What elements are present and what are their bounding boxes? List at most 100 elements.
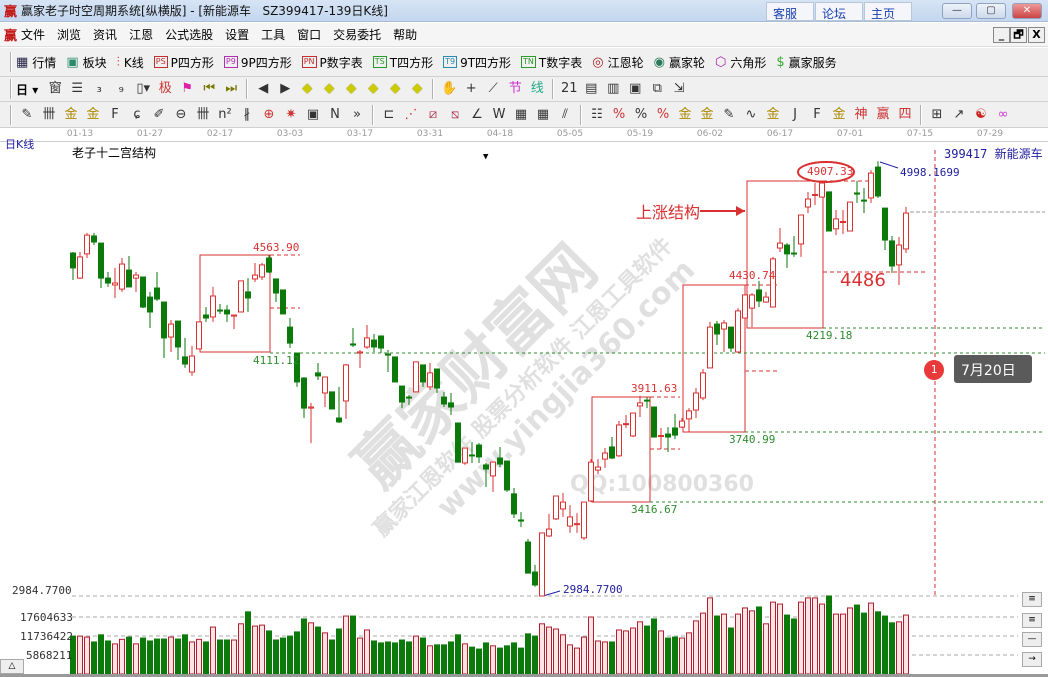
- wave-icon[interactable]: ∿: [745, 106, 757, 122]
- f-grid-icon[interactable]: F: [111, 106, 119, 122]
- pencil-icon[interactable]: ✎: [21, 106, 33, 122]
- collapse-panel-button[interactable]: △: [0, 659, 24, 674]
- toolbar-item-0[interactable]: ▦ 行情: [16, 54, 56, 71]
- network-icon[interactable]: ⧉: [652, 81, 662, 96]
- diamond-vertical-icon[interactable]: ◆: [412, 81, 423, 96]
- chart-9-icon[interactable]: ₉: [118, 81, 124, 96]
- rect-tool-icon[interactable]: ⊏: [383, 106, 395, 122]
- box-fan-icon[interactable]: ⧄: [428, 106, 438, 122]
- save-icon[interactable]: ▣: [629, 81, 642, 96]
- line-tool-icon[interactable]: ⟋: [488, 81, 498, 96]
- fan-icon[interactable]: ⋰: [404, 106, 418, 122]
- square-target-icon[interactable]: ▣: [306, 106, 320, 122]
- menu-browse[interactable]: 浏览: [57, 28, 82, 42]
- fan-pencil-icon[interactable]: ✐: [153, 106, 165, 122]
- gold-underline-icon[interactable]: 金: [766, 106, 780, 122]
- gold-coin-icon[interactable]: 金: [678, 106, 692, 122]
- hand-icon[interactable]: ✋: [441, 81, 458, 96]
- f-angle-icon[interactable]: F: [813, 106, 821, 122]
- grid-icon[interactable]: ▦: [514, 106, 528, 122]
- more-icon[interactable]: »: [353, 106, 361, 122]
- calendar-icon[interactable]: 21: [560, 81, 578, 96]
- n-lines-icon[interactable]: N: [330, 106, 340, 122]
- j-angle-icon[interactable]: J: [793, 106, 797, 122]
- panel-button-2[interactable]: ≡: [1022, 613, 1042, 628]
- maximize-button[interactable]: ▢: [976, 3, 1006, 19]
- yin-yang-icon[interactable]: ☯: [975, 106, 987, 122]
- win-angle-icon[interactable]: 赢: [876, 106, 890, 122]
- hash-2-icon[interactable]: 卌: [196, 106, 210, 122]
- next-icon[interactable]: ▶: [280, 81, 291, 96]
- chart-line-icon[interactable]: ↗: [953, 106, 965, 122]
- crosshair-icon[interactable]: +: [465, 81, 477, 96]
- hash-icon[interactable]: 卌: [42, 106, 56, 122]
- candle-dropdown-icon[interactable]: ▯▾: [136, 81, 151, 96]
- percent-lines-icon[interactable]: %: [656, 106, 670, 122]
- percent-slash-icon[interactable]: %: [612, 106, 626, 122]
- menu-window[interactable]: 窗口: [297, 28, 322, 42]
- homepage-link[interactable]: 主页: [864, 2, 912, 21]
- menu-gann[interactable]: 江恩: [129, 28, 154, 42]
- diamond-left-icon[interactable]: ◆: [302, 81, 313, 96]
- chart-3-icon[interactable]: ₃: [96, 81, 102, 96]
- section-icon[interactable]: 节: [508, 81, 522, 96]
- target-icon[interactable]: ⊕: [263, 106, 275, 122]
- diamond-expand-icon[interactable]: ◆: [390, 81, 401, 96]
- close-button[interactable]: ✕: [1012, 3, 1042, 19]
- period-selector[interactable]: 日 ▾: [16, 82, 39, 97]
- diamond-right-icon[interactable]: ◆: [324, 81, 335, 96]
- diamond-squeeze-icon[interactable]: ◆: [368, 81, 379, 96]
- menu-news[interactable]: 资讯: [93, 28, 118, 42]
- diamond-both-icon[interactable]: ◆: [346, 81, 357, 96]
- toolbar-item-11[interactable]: ⬡ 六角形: [715, 54, 766, 71]
- toolbar-item-7[interactable]: T9 9T四方形: [443, 54, 511, 71]
- toolbar-item-8[interactable]: TN T数字表: [521, 54, 582, 71]
- toolbar-item-4[interactable]: P9 9P四方形: [223, 54, 292, 71]
- toolbar-item-3[interactable]: PS P四方形: [153, 54, 214, 71]
- forum-link[interactable]: 论坛: [815, 2, 863, 21]
- toolbar-item-5[interactable]: PN P数字表: [301, 54, 363, 71]
- w-line-icon[interactable]: W: [492, 106, 506, 122]
- parallel-icon[interactable]: ⫽: [562, 106, 568, 122]
- last-icon[interactable]: ⏭: [225, 81, 238, 96]
- toolbar-item-2[interactable]: ⫶ K线: [117, 54, 144, 71]
- gold-grid-2-icon[interactable]: 金: [86, 106, 100, 122]
- calculator-icon[interactable]: ▤: [585, 81, 598, 96]
- line-style-icon[interactable]: 线: [530, 81, 544, 96]
- minimize-button[interactable]: —: [942, 3, 972, 19]
- circle-ruler-icon[interactable]: ⊖: [175, 106, 187, 122]
- menu-settings[interactable]: 设置: [225, 28, 250, 42]
- percent-icon[interactable]: %: [634, 106, 648, 122]
- list-icon[interactable]: ☰: [71, 81, 84, 96]
- grid-yellow-icon[interactable]: ⊞: [931, 106, 943, 122]
- mdi-close-button[interactable]: X: [1028, 27, 1045, 43]
- n2-grid-icon[interactable]: n²: [218, 106, 232, 122]
- infinity-icon[interactable]: ∞: [997, 106, 1009, 122]
- document-icon[interactable]: ▥: [607, 81, 620, 96]
- window-icon[interactable]: 窗: [48, 81, 62, 96]
- toolbar-item-10[interactable]: ◉ 赢家轮: [654, 54, 705, 71]
- menu-help[interactable]: 帮助: [393, 28, 418, 42]
- mdi-restore-button[interactable]: 🗗: [1010, 27, 1027, 43]
- angle-lines-icon[interactable]: ∦: [243, 106, 251, 122]
- toolbar-item-6[interactable]: TS T四方形: [372, 54, 433, 71]
- toolbar-item-1[interactable]: ▣ 板块: [66, 54, 106, 71]
- menu-file[interactable]: 文件: [21, 28, 46, 42]
- panel-button-1[interactable]: ≡: [1022, 592, 1042, 607]
- menu-formula-screen[interactable]: 公式选股: [165, 28, 214, 42]
- menu-trading[interactable]: 交易委托: [333, 28, 382, 42]
- list-lines-icon[interactable]: ☷: [591, 106, 603, 122]
- flag-icon[interactable]: ⚑: [181, 81, 194, 96]
- customer-service-link[interactable]: 客服: [766, 2, 814, 21]
- gold-lines-icon[interactable]: 金: [700, 106, 714, 122]
- spiral-icon[interactable]: ɕ: [133, 106, 141, 122]
- prev-icon[interactable]: ◀: [258, 81, 269, 96]
- export-icon[interactable]: ⇲: [673, 81, 685, 96]
- extreme-icon[interactable]: 极: [158, 81, 172, 96]
- menu-tools[interactable]: 工具: [261, 28, 286, 42]
- starburst-icon[interactable]: ✷: [285, 106, 297, 122]
- grid-2-icon[interactable]: ▦: [536, 106, 550, 122]
- gold-grid-icon[interactable]: 金: [64, 106, 78, 122]
- toolbar-item-12[interactable]: $ 赢家服务: [776, 54, 836, 71]
